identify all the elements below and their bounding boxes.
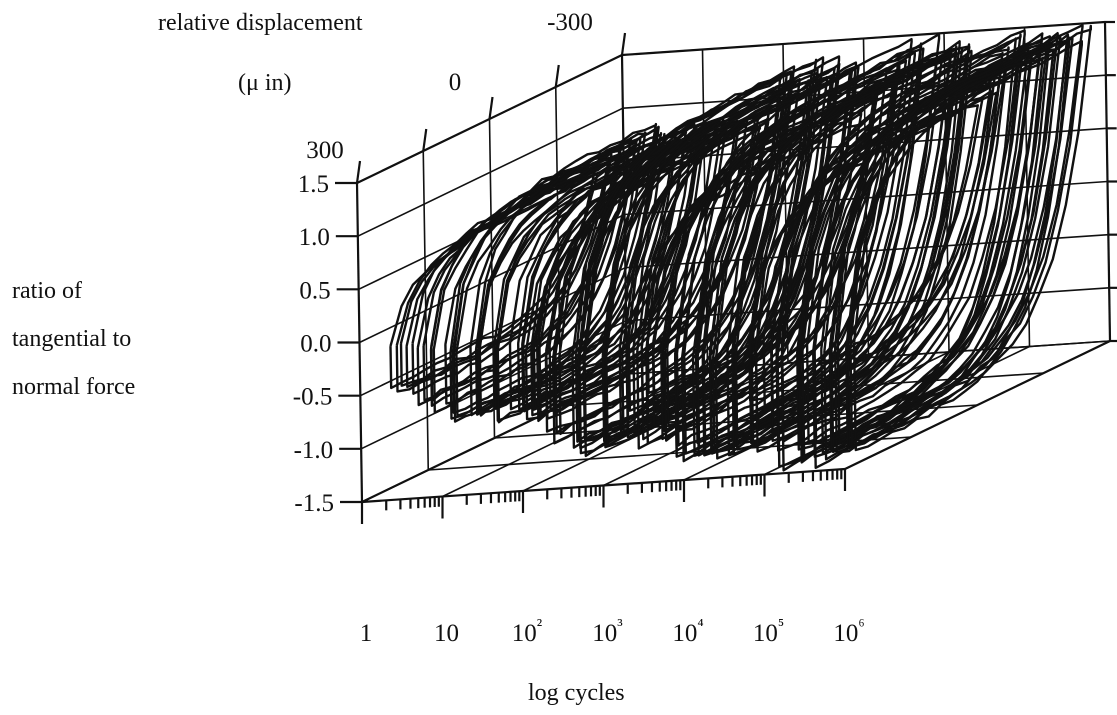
hysteresis-loops bbox=[389, 24, 1092, 472]
hysteresis-loop bbox=[675, 37, 913, 447]
x-tick-label: 10² bbox=[512, 615, 542, 647]
hysteresis-loop bbox=[828, 24, 1084, 453]
y-tick-label: 1.5 bbox=[298, 171, 329, 198]
y-axis-label-line-3: normal force bbox=[12, 374, 135, 400]
x-tick-label: 10⁵ bbox=[753, 615, 784, 647]
z-axis-unit: (μ in) bbox=[238, 70, 292, 96]
y-tick-label: 1.0 bbox=[299, 224, 330, 251]
z-tick bbox=[488, 96, 494, 120]
y-axis-label-line-1: ratio of bbox=[12, 278, 82, 304]
z-axis-label: relative displacement bbox=[158, 10, 363, 36]
hysteresis-loop bbox=[820, 32, 1059, 455]
hysteresis-loop bbox=[846, 40, 1083, 448]
x-tick-label: 10⁶ bbox=[833, 615, 864, 647]
x-tick-label: 1 bbox=[360, 620, 373, 647]
y-tick-label: -1.0 bbox=[294, 437, 334, 464]
hysteresis-loop bbox=[845, 24, 1092, 450]
z-tick-label: -300 bbox=[547, 9, 593, 36]
z-tick-labels: -300 0 300 bbox=[306, 9, 593, 164]
z-tick-label: 300 bbox=[306, 137, 344, 164]
x-tick-label: 10 bbox=[434, 620, 459, 647]
y-tick-labels: 1.5 1.0 0.5 0.0 -0.5 -1.0 -1.5 bbox=[293, 171, 334, 517]
x-tick-label: 10³ bbox=[592, 615, 623, 647]
z-tick bbox=[422, 128, 428, 152]
z-tick-label: 0 bbox=[449, 69, 462, 96]
y-tick-label: -1.5 bbox=[294, 490, 334, 517]
hysteresis-loop bbox=[797, 32, 1044, 446]
x-tick-labels: 1 10 10² 10³ 10⁴ 10⁵ 10⁶ bbox=[360, 615, 865, 647]
hysteresis-loop bbox=[680, 45, 923, 463]
z-tick bbox=[355, 160, 362, 184]
y-tick-label: -0.5 bbox=[293, 384, 333, 411]
hysteresis-loop bbox=[577, 58, 818, 443]
y-tick-label: 0.0 bbox=[300, 331, 331, 358]
y-axis-label-line-2: tangential to bbox=[12, 326, 131, 352]
y-tick-label: 0.5 bbox=[299, 277, 330, 304]
hysteresis-loop bbox=[411, 151, 613, 395]
hysteresis-loop bbox=[834, 35, 1051, 454]
x-tick-label: 10⁴ bbox=[672, 615, 703, 647]
z-tick bbox=[554, 64, 560, 88]
loop-group-4 bbox=[748, 24, 1092, 472]
hysteresis-loop bbox=[451, 122, 658, 414]
z-tick bbox=[620, 32, 627, 56]
axis-ticks bbox=[335, 20, 1117, 524]
x-axis-label: log cycles bbox=[528, 680, 625, 706]
